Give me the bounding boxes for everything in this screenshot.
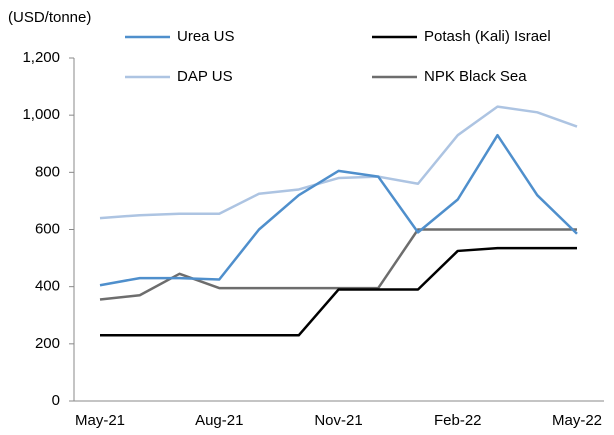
x-tick-label: Nov-21 [314, 412, 362, 429]
legend-label: Urea US [177, 28, 235, 45]
y-tick-label: 200 [35, 335, 60, 352]
y-tick-label: 1,200 [22, 49, 60, 66]
legend-label: NPK Black Sea [424, 68, 527, 85]
x-tick-label: May-22 [552, 412, 602, 429]
y-tick-label: 400 [35, 278, 60, 295]
legend-label: DAP US [177, 68, 233, 85]
series-line [99, 105, 578, 220]
x-tick-label: May-21 [75, 412, 125, 429]
x-tick-label: Feb-22 [434, 412, 482, 429]
y-tick-label: 0 [52, 392, 60, 409]
legend-label: Potash (Kali) Israel [424, 28, 551, 45]
y-tick-label: 1,000 [22, 106, 60, 123]
y-tick-label: 600 [35, 220, 60, 237]
series-line [99, 228, 577, 301]
series-line [100, 246, 577, 337]
y-tick-label: 800 [35, 163, 60, 180]
series-line [99, 133, 578, 287]
x-tick-label: Aug-21 [195, 412, 243, 429]
y-axis-label: (USD/tonne) [8, 9, 91, 26]
